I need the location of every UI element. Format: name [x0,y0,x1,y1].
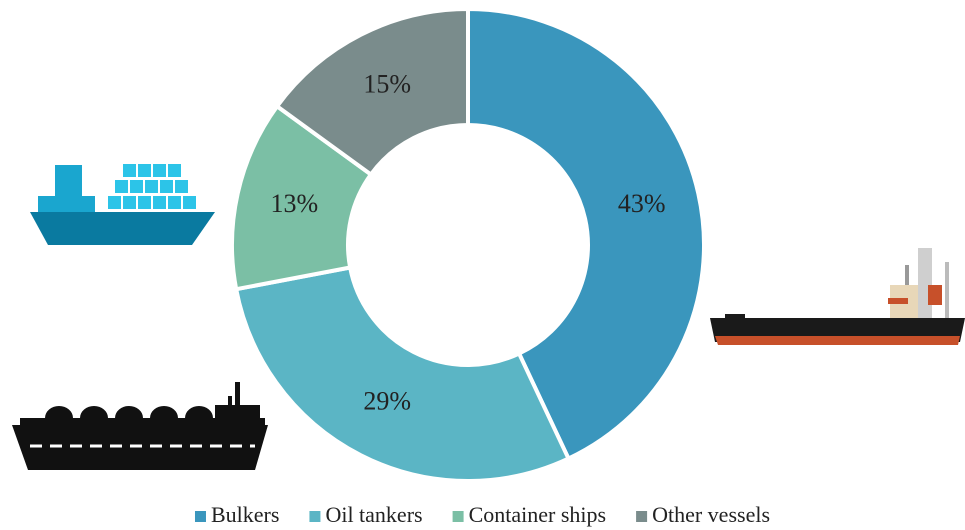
data-label: 15% [363,69,411,98]
chart: 43% 29% 13% 15% Bulkers Oil tankers Container … [0,0,965,530]
legend-swatch [453,511,464,522]
donut-segment [236,267,568,481]
legend-swatch [636,511,647,522]
legend-label: Other vessels [652,502,770,527]
data-label: 13% [270,189,318,218]
legend-label: Bulkers [211,502,279,527]
legend-label: Container ships [469,502,607,527]
tanker-icon [12,382,268,470]
legend-swatch [309,511,320,522]
container-ship-icon [30,164,215,245]
data-label: 43% [618,189,666,218]
bulker-icon [710,248,965,345]
legend-label: Oil tankers [325,502,422,527]
legend-swatch [195,511,206,522]
data-label: 29% [363,387,411,416]
